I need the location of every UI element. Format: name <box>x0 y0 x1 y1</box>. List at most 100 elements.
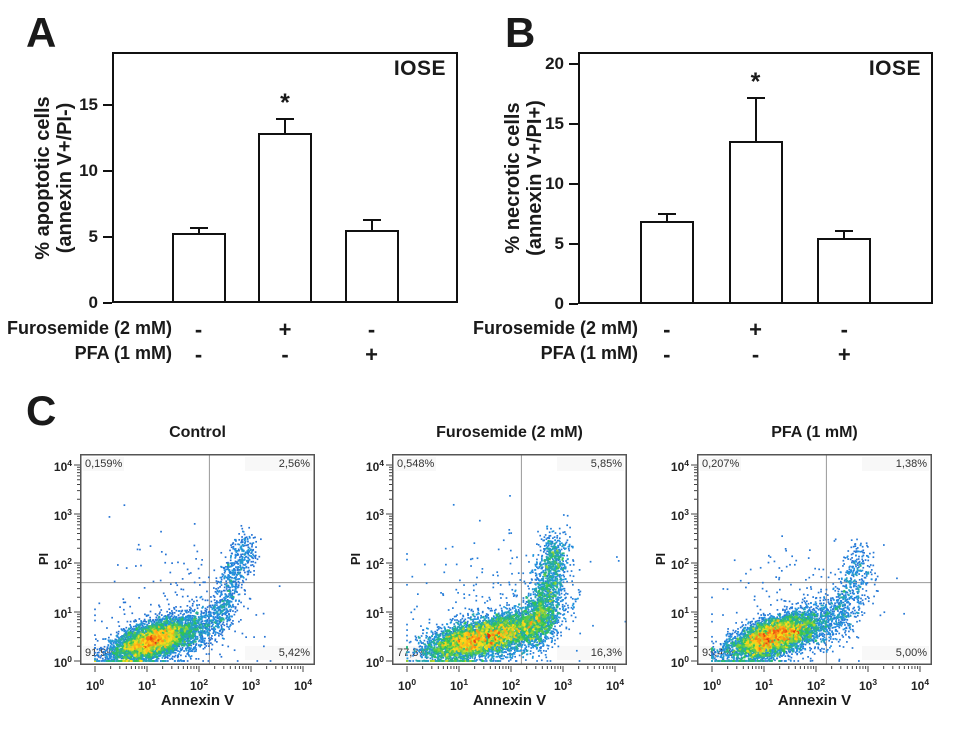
x-tick-label: 103 <box>553 677 573 693</box>
x-tick-label: 102 <box>189 677 209 693</box>
condition-sign: + <box>837 342 851 367</box>
y-tick-label: 102 <box>53 556 72 572</box>
error-bar-cap <box>835 230 854 233</box>
flow-plot-furosemide-x-axis-label: Annexin V <box>472 692 547 709</box>
y-tick-label: 10 <box>545 174 564 193</box>
condition-sign: + <box>278 317 292 342</box>
y-axis-tick <box>569 63 578 65</box>
y-tick-label: 15 <box>545 114 564 133</box>
x-tick-label: 104 <box>605 677 625 693</box>
condition-sign: - <box>281 342 289 367</box>
y-tick-label: 104 <box>365 458 384 474</box>
panel-a-letter: A <box>26 9 57 56</box>
condition-sign: - <box>367 317 376 342</box>
flow-density-canvas-furosemide <box>380 450 633 679</box>
y-tick-label: 104 <box>53 458 72 474</box>
y-tick-label: 102 <box>365 556 384 572</box>
data-bar <box>344 229 399 303</box>
y-tick-label: 103 <box>53 507 72 523</box>
data-bar <box>728 140 783 304</box>
y-tick-label: 102 <box>670 556 689 572</box>
y-axis-tick <box>569 123 578 125</box>
y-tick-label: 0 <box>88 293 98 312</box>
error-bar-cap <box>657 213 676 215</box>
y-tick-label: 103 <box>670 507 689 523</box>
condition-sign: - <box>663 342 671 367</box>
y-tick-label: 101 <box>365 605 384 621</box>
y-axis-tick <box>569 303 578 305</box>
flow-plot-furosemide-title: Furosemide (2 mM) <box>436 424 583 441</box>
error-bar-line <box>665 214 668 222</box>
condition-sign: - <box>194 342 203 367</box>
x-tick-label: 102 <box>806 677 826 693</box>
significance-asterisk: * <box>280 88 290 117</box>
condition-sign: - <box>194 317 203 342</box>
flow-plot-pfa-x-axis-label: Annexin V <box>777 692 852 709</box>
condition-sign: - <box>751 342 760 367</box>
condition-sign: + <box>365 342 378 367</box>
condition-sign: - <box>663 317 671 342</box>
y-axis-tick <box>103 235 112 238</box>
panel-b-cell-line-label: IOSE <box>868 57 921 80</box>
flow-density-canvas-pfa <box>685 450 938 679</box>
flow-plot-control-x-axis-label: Annexin V <box>160 692 235 709</box>
x-tick-label: 101 <box>137 677 157 693</box>
y-tick-label: 0 <box>554 294 564 313</box>
y-axis-tick <box>103 169 112 172</box>
x-tick-label: 103 <box>241 677 261 693</box>
x-tick-label: 100 <box>702 677 722 693</box>
x-tick-label: 102 <box>501 677 521 693</box>
error-bar-cap <box>362 218 381 221</box>
x-tick-label: 103 <box>858 677 878 693</box>
y-tick-label: 101 <box>53 605 72 621</box>
panel-a-row-label-pfa: PFA (1 mM) <box>74 343 172 363</box>
data-bar <box>171 232 226 303</box>
y-tick-label: 104 <box>670 458 689 474</box>
panel-a-row-label-furosemide: Furosemide (2 mM) <box>6 318 172 338</box>
x-tick-label: 100 <box>397 677 417 693</box>
significance-asterisk: * <box>750 67 761 96</box>
y-tick-label: 5 <box>88 226 98 246</box>
panel-a-cell-line-label: IOSE <box>393 57 446 80</box>
error-bar-line <box>197 228 200 233</box>
y-tick-label: 100 <box>365 654 384 670</box>
flow-plot-control-title: Control <box>169 424 226 441</box>
y-axis-tick <box>569 183 578 185</box>
y-axis-tick <box>103 302 112 304</box>
panel-b-row-label-pfa: PFA (1 mM) <box>540 343 638 363</box>
flow-plot-pfa-title: PFA (1 mM) <box>771 424 858 441</box>
panel-b-y-axis-title-line1: % necrotic cells <box>502 102 524 254</box>
panel-c-letter: C <box>26 387 57 434</box>
y-tick-label: 101 <box>670 605 689 621</box>
condition-sign: + <box>749 317 762 342</box>
data-bar <box>639 221 694 304</box>
condition-sign: - <box>840 317 848 342</box>
y-tick-label: 100 <box>670 654 689 670</box>
error-bar-line <box>284 118 286 133</box>
y-axis-tick <box>103 103 112 106</box>
x-tick-label: 100 <box>85 677 105 693</box>
y-tick-label: 103 <box>365 507 384 523</box>
data-bar <box>258 132 312 303</box>
y-tick-label: 15 <box>79 94 98 114</box>
y-tick-label: 20 <box>545 54 564 73</box>
x-tick-label: 101 <box>754 677 774 693</box>
x-tick-label: 104 <box>910 677 930 693</box>
y-tick-label: 100 <box>53 654 72 670</box>
x-tick-label: 101 <box>449 677 469 693</box>
error-bar-cap <box>746 96 765 99</box>
error-bar-line <box>843 231 846 238</box>
flow-density-canvas-control <box>68 450 321 679</box>
error-bar-cap <box>189 227 208 230</box>
x-tick-label: 104 <box>293 677 313 693</box>
error-bar-cap <box>276 117 294 120</box>
panel-a-y-axis-title-line1: % apoptotic cells <box>32 96 54 260</box>
y-tick-label: 10 <box>79 160 98 180</box>
panel-b-row-label-furosemide: Furosemide (2 mM) <box>472 318 638 338</box>
data-bar <box>817 238 872 304</box>
y-axis-tick <box>569 243 578 245</box>
y-tick-label: 5 <box>554 234 564 253</box>
error-bar-line <box>754 97 757 141</box>
error-bar-line <box>370 219 373 230</box>
